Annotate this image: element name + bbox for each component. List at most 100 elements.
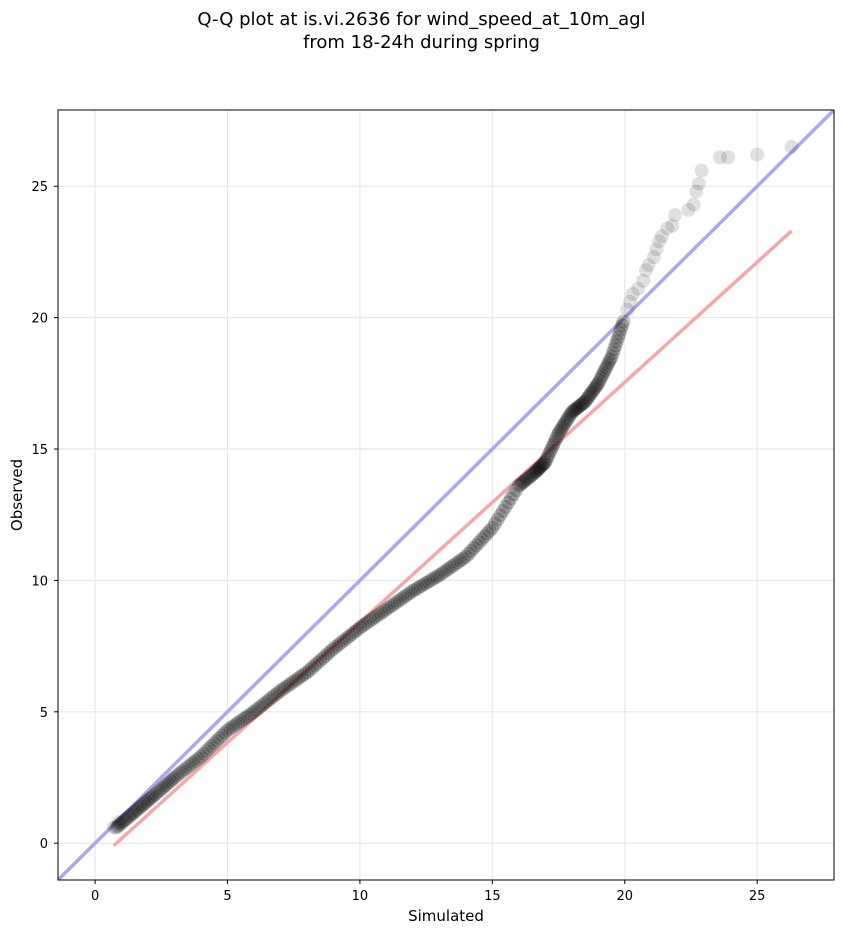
data-point — [138, 795, 153, 810]
data-point — [347, 624, 362, 639]
data-point — [597, 363, 612, 378]
data-point — [207, 736, 222, 751]
data-point — [397, 589, 412, 604]
data-point — [440, 562, 455, 577]
data-point — [526, 466, 541, 481]
data-point — [358, 617, 373, 632]
data-point — [665, 218, 680, 233]
data-point — [555, 419, 570, 434]
data-point — [194, 749, 209, 764]
data-point — [583, 387, 598, 402]
data-point — [159, 777, 174, 792]
data-point — [233, 714, 248, 729]
data-point — [191, 751, 206, 766]
data-point — [196, 746, 211, 761]
data-point — [694, 163, 709, 178]
data-point — [466, 541, 481, 556]
data-point — [604, 350, 619, 365]
data-point — [554, 422, 569, 437]
data-point — [129, 803, 144, 818]
data-point — [560, 411, 575, 426]
data-point — [392, 593, 407, 608]
data-point — [652, 234, 667, 249]
data-point — [246, 704, 261, 719]
data-point — [543, 443, 558, 458]
data-point — [487, 516, 502, 531]
data-point — [442, 560, 457, 575]
data-point — [522, 469, 537, 484]
x-axis-label: Simulated — [408, 907, 484, 925]
data-point — [408, 582, 423, 597]
data-point — [146, 788, 161, 803]
data-point — [363, 613, 378, 628]
data-point — [249, 702, 264, 717]
data-point — [566, 404, 581, 419]
data-point — [183, 757, 198, 772]
data-point — [559, 413, 574, 428]
data-point — [506, 487, 521, 502]
data-point — [125, 806, 140, 821]
data-point — [570, 401, 585, 416]
x-tick-label: 25 — [749, 889, 766, 904]
data-point — [575, 396, 590, 411]
data-point — [521, 470, 536, 485]
data-point — [564, 405, 579, 420]
data-point — [239, 710, 254, 725]
data-point — [612, 326, 627, 341]
data-point — [384, 598, 399, 613]
data-point — [405, 583, 420, 598]
data-point — [432, 568, 447, 583]
data-point — [558, 415, 573, 430]
data-point — [562, 409, 577, 424]
data-point — [589, 378, 604, 393]
data-point — [503, 491, 518, 506]
data-point — [318, 648, 333, 663]
data-point — [450, 555, 465, 570]
data-point — [608, 338, 623, 353]
identity-line — [58, 110, 834, 880]
data-point — [511, 478, 526, 493]
data-point — [137, 796, 152, 811]
data-point — [382, 600, 397, 615]
data-point — [400, 587, 415, 602]
data-point — [625, 286, 640, 301]
data-point — [552, 424, 567, 439]
data-point — [579, 392, 594, 407]
data-point — [536, 457, 551, 472]
data-point — [163, 774, 178, 789]
data-point — [135, 798, 150, 813]
data-point — [165, 772, 180, 787]
data-point — [323, 644, 338, 659]
data-point — [605, 346, 620, 361]
data-point — [574, 397, 589, 412]
data-point — [315, 651, 330, 666]
data-point — [252, 700, 267, 715]
data-point — [528, 464, 543, 479]
data-point — [713, 150, 728, 165]
data-point — [334, 635, 349, 650]
data-point — [646, 250, 661, 265]
data-point — [310, 655, 325, 670]
data-point — [686, 197, 701, 212]
data-point — [595, 368, 610, 383]
data-point — [548, 432, 563, 447]
data-point — [244, 706, 259, 721]
x-tick-label: 20 — [616, 889, 633, 904]
data-point — [435, 566, 450, 581]
data-point — [611, 330, 626, 345]
data-point — [228, 717, 243, 732]
data-point — [568, 402, 583, 417]
data-point — [631, 281, 646, 296]
data-point — [578, 394, 593, 409]
data-point — [538, 455, 553, 470]
data-point — [144, 790, 159, 805]
data-point — [493, 508, 508, 523]
data-point — [236, 712, 251, 727]
data-point — [273, 683, 288, 698]
reference-lines — [58, 110, 834, 880]
data-point — [118, 812, 133, 827]
data-point — [167, 770, 182, 785]
data-point — [403, 585, 418, 600]
y-tick-label: 20 — [31, 312, 48, 327]
data-point — [524, 468, 539, 483]
